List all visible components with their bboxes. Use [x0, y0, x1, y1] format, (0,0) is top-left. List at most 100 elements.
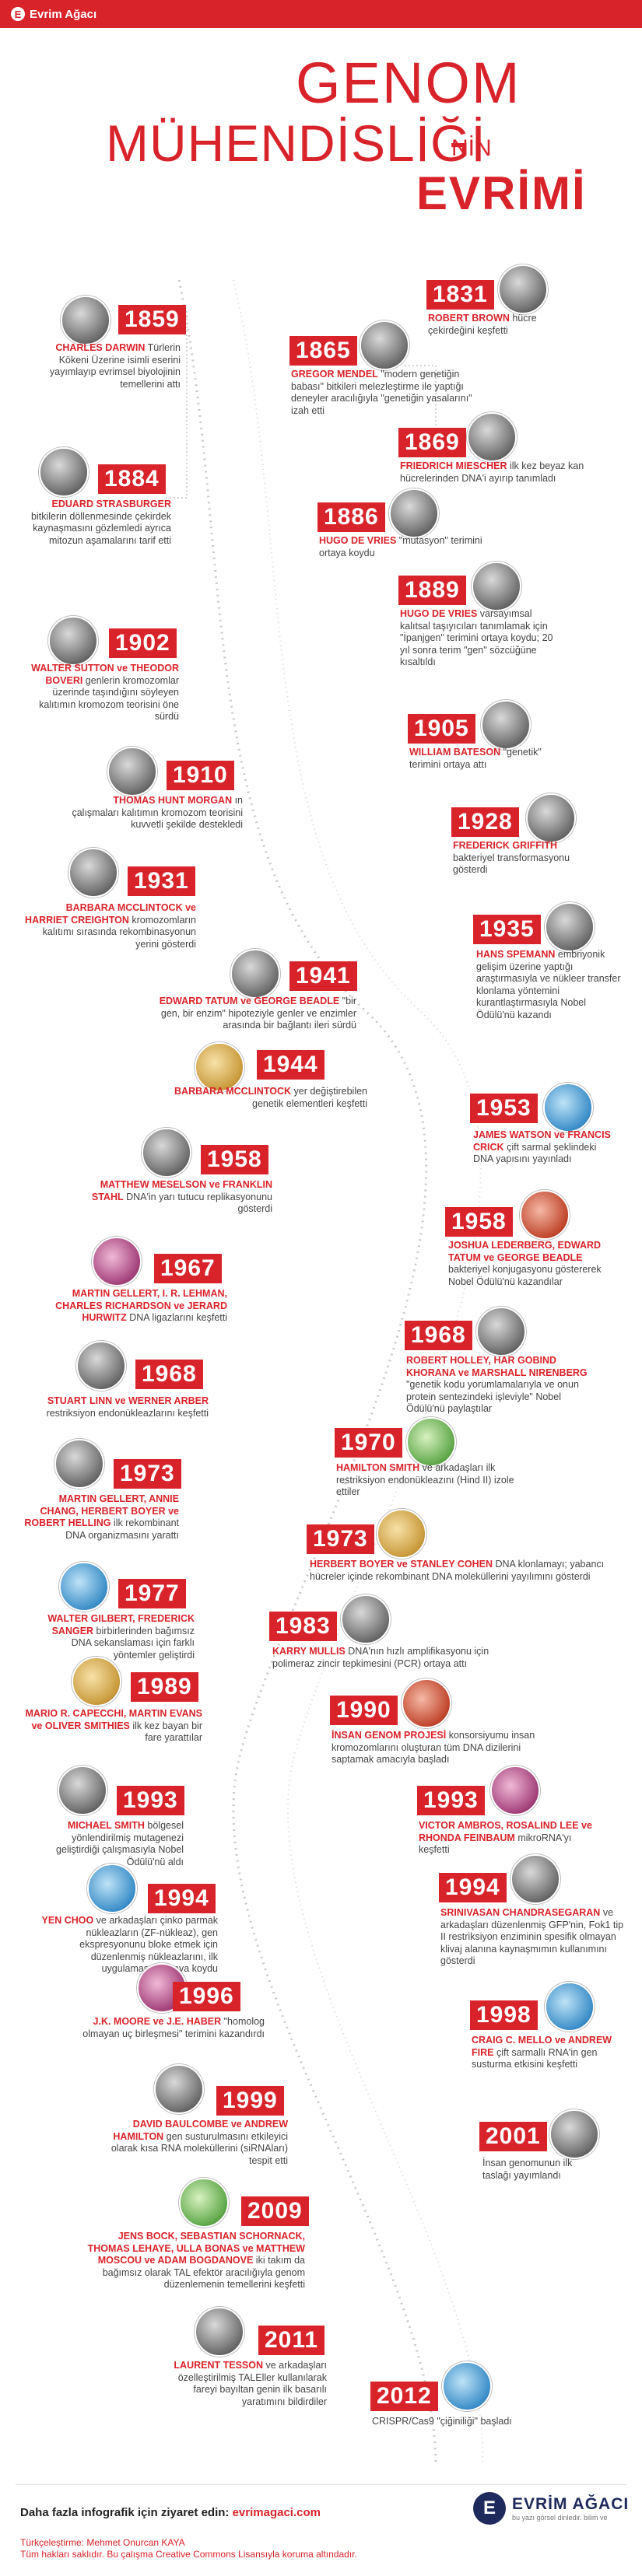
- year-badge: 1983: [269, 1612, 337, 1641]
- year-badge: 1865: [289, 336, 357, 366]
- site-name[interactable]: Evrim Ağacı: [30, 7, 97, 21]
- event-text: MATTHEW MESELSON ve FRANKLIN STAHL DNA'i…: [91, 1179, 272, 1214]
- event-text: THOMAS HUNT MORGAN ın çalışmaları kalıtı…: [72, 795, 243, 830]
- event-text: HANS SPEMANN embriyonik gelişim üzerine …: [476, 949, 621, 1020]
- evrim-agaci-logo-icon[interactable]: E: [11, 7, 25, 21]
- de-vries-photo-2: [472, 562, 521, 611]
- event-text: HUGO DE VRIES "mutasyon" terimini ortaya…: [319, 535, 482, 558]
- strasburger-photo: [39, 447, 89, 497]
- morgan-photo: [107, 747, 157, 796]
- baulcombe-photo: [154, 2064, 204, 2114]
- event-text: SRINIVASAN CHANDRASEGARAN ve arkadaşları…: [440, 1907, 624, 1966]
- event-text: CHARLES DARWIN Türlerin Kökeni Üzerine i…: [49, 342, 181, 390]
- event-text: HERBERT BOYER ve STANLEY COHEN DNA klonl…: [310, 1559, 605, 1582]
- event-text: FREDERICK GRIFFITH bakteriyel transforma…: [453, 840, 570, 875]
- footer-url-link[interactable]: evrimagaci.com: [232, 2506, 321, 2519]
- event-text: J.K. MOORE ve J.E. HABER "homolog olmaya…: [82, 2016, 265, 2039]
- year-badge: 1968: [405, 1321, 472, 1350]
- event-text: BARBARA MCCLINTOCK yer değiştirebilen ge…: [174, 1086, 367, 1109]
- crispr-photo: [442, 2361, 492, 2411]
- year-badge: 1993: [117, 1786, 184, 1815]
- year-badge: 2012: [370, 2382, 438, 2411]
- event-text: WILLIAM BATESON "genetik" terimini ortay…: [409, 747, 542, 770]
- event-text: EDWARD TATUM ve GEORGE BEADLE "bir gen, …: [159, 996, 356, 1031]
- license-notice: Tüm hakları saklıdır. Bu çalışma Creativ…: [20, 2549, 357, 2560]
- year-badge: 1953: [470, 1094, 538, 1123]
- year-badge: 1998: [470, 2000, 538, 2030]
- year-badge: 2001: [479, 2122, 547, 2151]
- gellert-chang-photo: [54, 1439, 104, 1489]
- title-line-3: EVRİMİ: [416, 167, 587, 219]
- event-text: MICHAEL SMITH bölgesel yönlendirilmiş mu…: [56, 1820, 184, 1867]
- event-text: YEN CHOO ve arkadaşları çinko parmak nük…: [41, 1915, 218, 1974]
- title-suffix: NİN: [451, 135, 492, 161]
- bateson-photo: [481, 700, 531, 750]
- event-text: JOSHUA LEDERBERG, EDWARD TATUM ve GEORGE…: [448, 1240, 602, 1287]
- event-text: ROBERT HOLLEY, HAR GOBIND KHORANA ve MAR…: [406, 1355, 588, 1414]
- event-text: ROBERT BROWN hücre çekirdeğini keşfetti: [428, 313, 537, 336]
- event-text: WALTER SUTTON ve THEODOR BOVERI genlerin…: [31, 663, 179, 722]
- year-badge: 1869: [398, 428, 466, 457]
- year-badge: 1996: [173, 1982, 240, 2011]
- event-text: BARBARA MCCLINTOCK ve HARRIET CREIGHTON …: [25, 902, 196, 950]
- year-badge: 1977: [118, 1579, 186, 1608]
- brown-photo: [498, 264, 548, 314]
- year-badge: 1994: [148, 1884, 216, 1913]
- dna-double-helix-photo: [543, 1083, 593, 1132]
- event-text: EDUARD STRASBURGER bitkilerin döllenmesi…: [31, 499, 171, 546]
- event-text: WALTER GILBERT, FREDERICK SANGER birbirl…: [47, 1613, 195, 1661]
- year-badge: 1989: [131, 1672, 198, 1702]
- year-badge: 1958: [445, 1207, 513, 1237]
- mendel-photo: [360, 320, 409, 370]
- enzyme-photo: [406, 1417, 456, 1467]
- year-badge: 2011: [258, 2326, 325, 2355]
- event-text: HUGO DE VRIES varsayımsal kalıtsal taşıy…: [400, 608, 553, 667]
- year-badge: 1831: [426, 280, 494, 310]
- genome-project-photo: [402, 1678, 451, 1728]
- footer-visit-line: Daha fazla infografik için ziyaret edin:…: [20, 2506, 321, 2519]
- event-text: MARTIN GELLERT, ANNIE CHANG, HERBERT BOY…: [24, 1493, 179, 1541]
- tatum-beadle-photo: [230, 949, 280, 999]
- event-text: İNSAN GENOM PROJESİ konsorsiyumu insan k…: [332, 1730, 535, 1765]
- title-line-2: MÜHENDİSLİĞİ: [106, 114, 486, 172]
- plasmid-photo: [377, 1509, 426, 1559]
- year-badge: 1905: [408, 714, 475, 744]
- year-badge: 1993: [417, 1786, 485, 1815]
- chandrasegaran-photo: [510, 1854, 560, 1904]
- event-text: MARTIN GELLERT, I. R. LEHMAN, CHARLES RI…: [55, 1288, 227, 1323]
- evrim-agaci-footer-logo-icon: E: [473, 2492, 506, 2525]
- footer-visit-text: Daha fazla infografik için ziyaret edin:: [20, 2506, 233, 2519]
- year-badge: 1859: [118, 305, 186, 334]
- miescher-photo: [467, 412, 517, 462]
- event-text: LAURENT TESSON ve arkadaşları özelleştir…: [174, 2360, 327, 2407]
- year-badge: 1973: [114, 1459, 181, 1489]
- year-badge: 1935: [473, 915, 541, 944]
- footer-logo-tag: bu yazı görsel dinledir. bilim ve: [512, 2514, 608, 2522]
- year-badge: 1994: [439, 1873, 507, 1902]
- year-badge: 1958: [201, 1145, 268, 1174]
- microrna-photo: [490, 1766, 540, 1815]
- event-text: KARRY MULLIS DNA'nın hızlı amplifikasyon…: [272, 1646, 489, 1669]
- event-text: İnsan genomunun ilk taslağı yayımlandı: [482, 2158, 573, 2181]
- michael-smith-photo: [58, 1766, 107, 1815]
- mouse-photo: [72, 1657, 121, 1706]
- year-badge: 1999: [216, 2086, 284, 2116]
- title-line-1: GENOM: [296, 51, 521, 115]
- year-badge: 1967: [154, 1254, 222, 1283]
- year-badge: 1931: [128, 866, 195, 896]
- year-badge: 1944: [257, 1050, 325, 1080]
- year-badge: 1990: [330, 1696, 398, 1725]
- sutton-boveri-photo: [48, 616, 98, 666]
- event-text: FRIEDRICH MIESCHER ilk kez beyaz kan hüc…: [400, 460, 584, 484]
- spemann-photo: [545, 902, 595, 952]
- year-badge: 1968: [135, 1360, 203, 1389]
- event-text: MARIO R. CAPECCHI, MARTIN EVANS ve OLIVE…: [25, 1708, 202, 1743]
- tal-effector-photo: [179, 2178, 229, 2228]
- year-badge: 1910: [167, 761, 234, 790]
- year-badge: 1884: [98, 464, 166, 494]
- year-badge: 2009: [241, 2196, 309, 2226]
- year-badge: 1970: [335, 1428, 402, 1458]
- event-text: STUART LINN ve WERNER ARBER restriksiyon…: [46, 1395, 209, 1419]
- footer-logo[interactable]: E EVRİM AĞACI bu yazı görsel dinledir. b…: [473, 2492, 629, 2525]
- event-text: GREGOR MENDEL "modern genetiğin babası" …: [291, 369, 472, 416]
